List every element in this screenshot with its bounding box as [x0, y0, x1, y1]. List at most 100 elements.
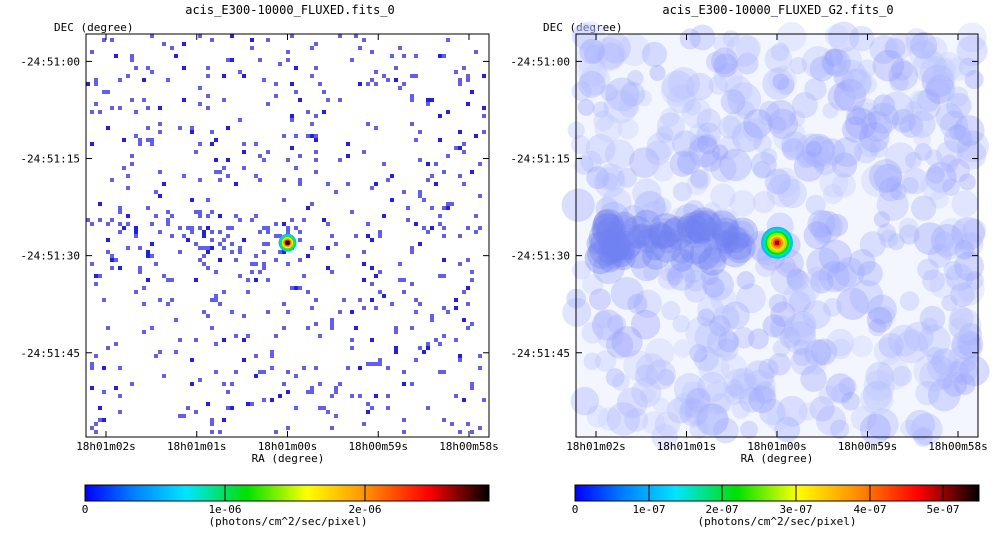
smoothed-blob	[660, 264, 677, 282]
count-pixel	[358, 82, 362, 86]
count-pixel	[306, 390, 310, 394]
count-pixel	[90, 386, 94, 390]
smoothed-blob	[656, 112, 686, 141]
count-pixel	[406, 218, 410, 222]
smoothed-blob	[733, 327, 755, 349]
smoothed-blob	[601, 173, 619, 190]
smoothed-blob	[769, 167, 800, 198]
count-pixel	[298, 258, 302, 262]
count-pixel	[334, 386, 338, 390]
count-pixel	[130, 382, 134, 386]
panel-1-title: acis_E300-10000_FLUXED.fits_0	[185, 3, 395, 17]
smoothed-blob	[721, 301, 750, 330]
count-pixel	[350, 338, 354, 342]
smoothed-blob	[612, 224, 646, 258]
count-pixel	[322, 110, 326, 114]
count-pixel	[118, 366, 122, 370]
count-pixel	[466, 102, 470, 106]
smoothed-blob	[681, 381, 705, 405]
smoothed-blob	[627, 293, 648, 314]
count-pixel	[378, 230, 382, 234]
smoothed-blob	[830, 338, 852, 360]
count-pixel	[122, 138, 126, 142]
count-pixel	[98, 218, 102, 222]
smoothed-blob	[740, 420, 759, 439]
smoothed-blob	[603, 222, 630, 249]
smoothed-blob	[962, 218, 987, 243]
smoothed-blob	[580, 150, 603, 173]
smoothed-blob	[711, 229, 734, 252]
smoothed-blob	[927, 378, 961, 412]
smoothed-blob	[867, 294, 897, 325]
count-pixel	[286, 226, 290, 230]
smoothed-blob	[825, 373, 855, 403]
smoothed-blob	[680, 400, 698, 418]
count-pixel	[230, 382, 234, 386]
count-pixel	[266, 38, 270, 42]
count-pixel	[338, 34, 342, 38]
count-pixel	[242, 338, 246, 342]
smoothed-blob	[639, 200, 670, 231]
smoothed-blob	[635, 364, 659, 388]
count-pixel	[150, 142, 154, 146]
count-pixel	[410, 98, 414, 102]
count-pixel	[138, 246, 142, 250]
smoothed-blob	[929, 189, 949, 209]
smoothed-blob	[716, 338, 739, 361]
smoothed-blob	[869, 35, 899, 65]
count-pixel	[366, 222, 370, 226]
smoothed-blob	[699, 217, 719, 236]
smoothed-blob	[577, 57, 607, 87]
count-pixel	[398, 46, 402, 50]
smoothed-blob	[905, 151, 922, 169]
smoothed-blob	[948, 317, 970, 339]
smoothed-blob	[578, 70, 606, 98]
count-pixel	[314, 66, 318, 70]
smoothed-blob	[890, 58, 914, 81]
count-pixel	[394, 78, 398, 82]
count-pixel	[370, 298, 374, 302]
count-pixel	[266, 310, 270, 314]
smoothed-blob	[891, 109, 916, 133]
count-pixel	[346, 254, 350, 258]
count-pixel	[442, 234, 446, 238]
count-pixel	[442, 170, 446, 174]
count-pixel	[134, 234, 138, 238]
count-pixel	[234, 182, 238, 186]
smoothed-blob	[689, 419, 709, 439]
smoothed-blob	[604, 139, 635, 169]
smoothed-blob	[848, 25, 875, 52]
count-pixel	[250, 38, 254, 42]
smoothed-blob	[868, 159, 903, 193]
panel-1-colorbar: 0 1e-06 2e-06 (photons/cm^2/sec/pixel)	[82, 484, 490, 528]
count-pixel	[182, 174, 186, 178]
count-pixel	[214, 270, 218, 274]
count-pixel	[286, 310, 290, 314]
smoothed-blob	[902, 167, 929, 195]
smoothed-blob	[586, 166, 610, 190]
smoothed-blob	[743, 360, 775, 392]
count-pixel	[126, 246, 130, 250]
count-pixel	[374, 306, 378, 310]
count-pixel	[218, 258, 222, 262]
count-pixel	[270, 366, 274, 370]
smoothed-blob	[964, 70, 984, 90]
count-pixel	[390, 302, 394, 306]
smoothed-blob	[600, 84, 618, 102]
count-pixel	[266, 278, 270, 282]
count-pixel	[462, 142, 466, 146]
smoothed-blob	[603, 89, 638, 124]
count-pixel	[426, 98, 430, 102]
smoothed-blob	[927, 355, 953, 382]
count-pixel	[386, 366, 390, 370]
count-pixel	[410, 326, 414, 330]
smoothed-blob	[689, 134, 708, 153]
count-pixel	[314, 298, 318, 302]
count-pixel	[482, 398, 486, 402]
smoothed-blob	[677, 252, 708, 283]
smoothed-blob	[942, 178, 960, 196]
count-pixel	[458, 234, 462, 238]
count-pixel	[246, 402, 250, 406]
count-pixel	[390, 198, 394, 202]
count-pixel	[318, 406, 322, 410]
